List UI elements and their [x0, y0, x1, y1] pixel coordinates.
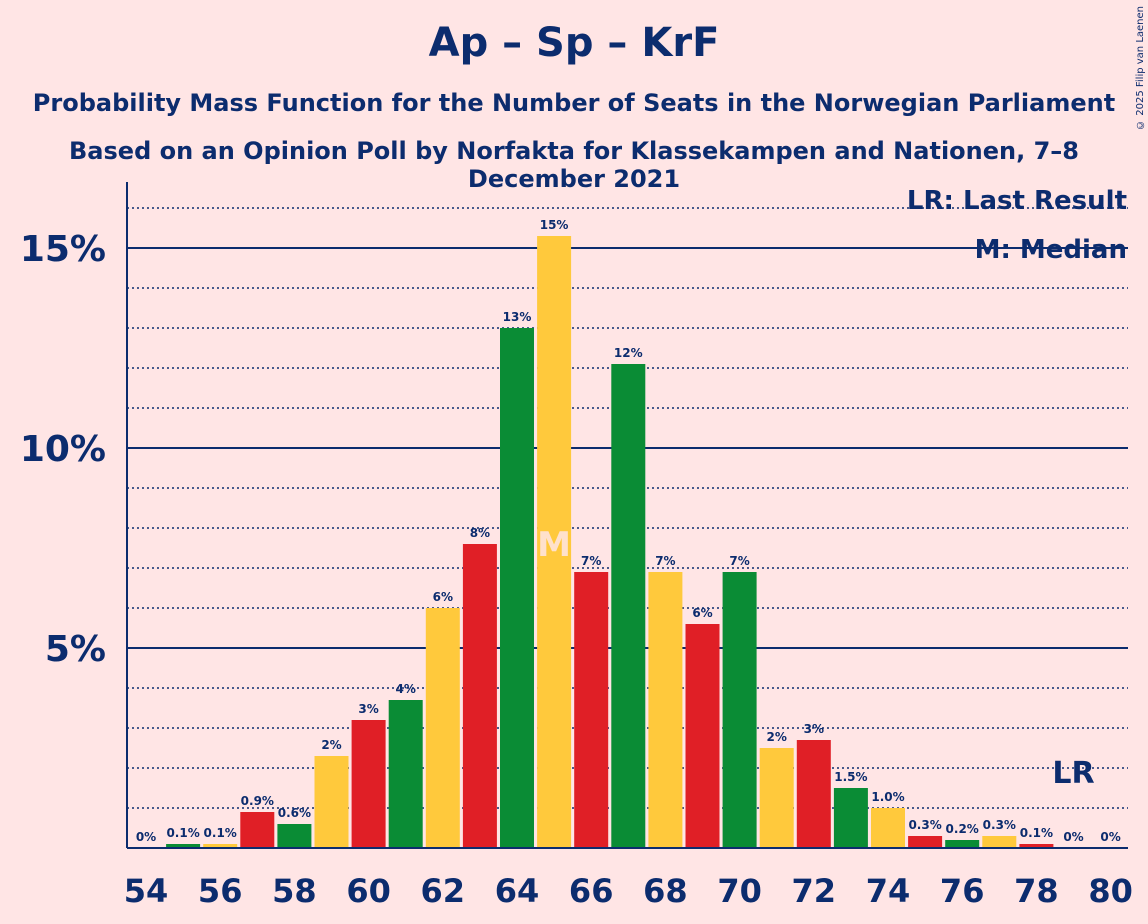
bar-seat-78: [1019, 844, 1054, 848]
median-marker: M: [537, 525, 571, 565]
bar-value-label: 1.0%: [871, 790, 904, 804]
bar-value-label: 0.3%: [908, 818, 941, 832]
bar-seat-59: [314, 756, 349, 848]
x-tick-label: 58: [272, 872, 317, 910]
chart-subtitle: Probability Mass Function for the Number…: [32, 89, 1116, 117]
bar-value-label: 0%: [1100, 830, 1120, 844]
bar-value-label: 3%: [358, 702, 378, 716]
chart-title: Ap – Sp – KrF: [428, 20, 720, 66]
bar-value-label: 0.1%: [166, 826, 199, 840]
bar-value-label: 2%: [767, 730, 787, 744]
bar-value-label: 7%: [581, 554, 601, 568]
x-tick-label: 70: [717, 872, 762, 910]
bar-value-label: 0.1%: [204, 826, 237, 840]
bar-seat-62: [425, 608, 460, 848]
bar-seat-75: [908, 836, 943, 848]
x-tick-label: 56: [198, 872, 243, 910]
y-tick-label: 15%: [20, 229, 106, 270]
bar-value-label: 12%: [614, 346, 643, 360]
bar-value-label: 6%: [692, 606, 712, 620]
bar-seat-65: [537, 236, 572, 848]
bar-seat-63: [462, 544, 497, 848]
x-tick-label: 76: [940, 872, 985, 910]
x-tick-label: 74: [866, 872, 911, 910]
bar-seat-76: [945, 840, 980, 848]
x-tick-label: 72: [792, 872, 837, 910]
bar-seat-58: [277, 824, 312, 848]
bar-seat-68: [648, 572, 683, 848]
bar-value-label: 4%: [396, 682, 416, 696]
bar-value-label: 0.2%: [946, 822, 979, 836]
legend-last-result: LR: Last Result: [907, 186, 1127, 216]
bar-seat-69: [685, 624, 720, 848]
bar-value-label: 6%: [433, 590, 453, 604]
bar-value-label: 0.1%: [1020, 826, 1053, 840]
x-tick-label: 78: [1014, 872, 1059, 910]
bar-seat-73: [833, 788, 868, 848]
bar-value-label: 13%: [503, 310, 532, 324]
bar-value-label: 2%: [321, 738, 341, 752]
x-tick-label: 80: [1088, 872, 1133, 910]
bar-value-label: 0%: [136, 830, 156, 844]
bar-seat-66: [574, 572, 609, 848]
bar-seat-67: [611, 364, 646, 848]
bar-value-label: 0.3%: [983, 818, 1016, 832]
bar-value-label: 8%: [470, 526, 490, 540]
legend-median: M: Median: [975, 235, 1127, 265]
y-tick-label: 10%: [20, 429, 106, 470]
bar-seat-70: [722, 572, 757, 848]
bar-seat-77: [982, 836, 1017, 848]
bar-value-label: 7%: [729, 554, 749, 568]
bar-seat-72: [796, 740, 831, 848]
y-tick-label: 5%: [45, 629, 106, 670]
chart-subtitle-source: Based on an Opinion Poll by Norfakta for…: [69, 137, 1079, 193]
bar-seat-55: [166, 844, 201, 848]
last-result-marker: LR: [1052, 756, 1094, 791]
x-tick-label: 66: [569, 872, 614, 910]
bar-seat-64: [500, 328, 534, 848]
bar-seat-60: [351, 720, 386, 848]
bar-seat-74: [871, 808, 905, 848]
x-tick-label: 60: [346, 872, 391, 910]
bar-value-label: 7%: [655, 554, 675, 568]
x-tick-label: 54: [124, 872, 169, 910]
bar-value-label: 0%: [1063, 830, 1083, 844]
bar-value-label: 0.6%: [278, 806, 311, 820]
bar-seat-56: [203, 844, 238, 848]
bar-value-label: 0.9%: [241, 794, 274, 808]
bar-seat-61: [388, 700, 423, 848]
bar-value-label: 3%: [804, 722, 824, 736]
bar-seat-71: [759, 748, 794, 848]
x-tick-label: 68: [643, 872, 688, 910]
bar-value-label: 1.5%: [834, 770, 867, 784]
x-tick-label: 64: [495, 872, 540, 910]
bar-value-label: 15%: [540, 218, 569, 232]
bar-seat-57: [240, 812, 275, 848]
x-tick-label: 62: [421, 872, 466, 910]
